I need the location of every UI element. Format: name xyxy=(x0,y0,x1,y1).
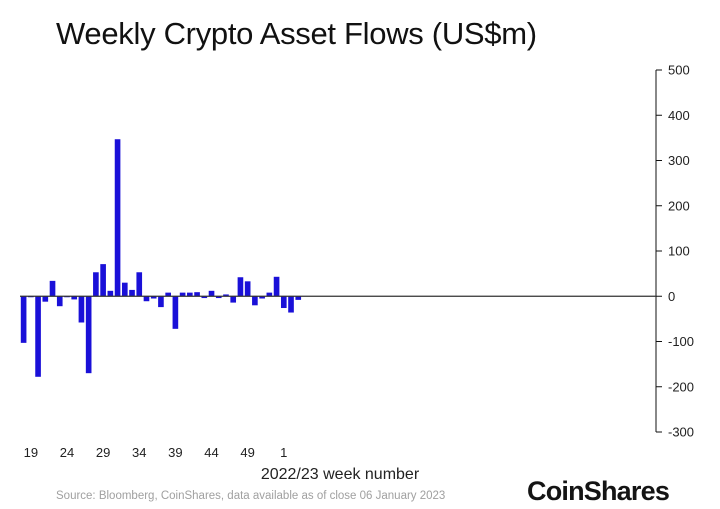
bar xyxy=(165,292,171,297)
y-tick-label: 0 xyxy=(668,289,675,304)
bar xyxy=(237,277,244,297)
bar xyxy=(49,280,56,297)
bar xyxy=(56,296,63,307)
bar xyxy=(280,296,287,309)
bar xyxy=(114,139,121,297)
bar xyxy=(252,296,258,306)
bar xyxy=(194,292,200,297)
y-tick-label: 400 xyxy=(668,108,690,123)
bar xyxy=(273,276,280,297)
bar xyxy=(78,296,85,323)
bar xyxy=(107,290,114,297)
bar xyxy=(158,296,164,308)
y-tick-label: 200 xyxy=(668,198,690,213)
y-tick-label: -300 xyxy=(668,425,694,440)
x-tick-label: 39 xyxy=(168,445,182,460)
y-tick-label: -200 xyxy=(668,379,694,394)
bar xyxy=(143,296,150,302)
x-tick-label: 24 xyxy=(60,445,74,460)
x-axis-label: 2022/23 week number xyxy=(260,466,420,483)
y-tick-label: 300 xyxy=(668,153,690,168)
coinshares-logo: CoinShares xyxy=(527,476,670,506)
bar xyxy=(187,292,193,297)
x-tick-label: 1 xyxy=(280,445,287,460)
bar xyxy=(288,296,294,313)
y-tick-label: 100 xyxy=(668,244,690,259)
chart-title: Weekly Crypto Asset Flows (US$m) xyxy=(56,16,537,51)
x-tick-label: 49 xyxy=(240,445,254,460)
bar xyxy=(230,296,237,303)
x-tick-label: 44 xyxy=(204,445,218,460)
bar xyxy=(223,294,229,297)
bar xyxy=(244,281,251,297)
bar xyxy=(150,296,157,299)
bar xyxy=(136,272,143,297)
source-note: Source: Bloomberg, CoinShares, data avai… xyxy=(56,490,446,502)
bar xyxy=(179,292,186,297)
bar xyxy=(20,296,27,343)
bar xyxy=(93,272,99,297)
bar xyxy=(129,289,135,297)
bar xyxy=(201,296,208,299)
x-tick-label: 29 xyxy=(96,445,110,460)
bar xyxy=(172,296,179,329)
bar xyxy=(215,296,222,299)
bar xyxy=(85,296,92,374)
bar xyxy=(35,296,41,377)
bar xyxy=(71,296,78,300)
y-tick-label: -100 xyxy=(668,334,694,349)
bar xyxy=(42,296,49,302)
x-tick-label: 34 xyxy=(132,445,146,460)
y-tick-label: 500 xyxy=(668,63,690,78)
bar xyxy=(266,292,273,297)
bar xyxy=(100,264,106,297)
bar xyxy=(295,296,302,300)
bar xyxy=(208,290,215,297)
bar xyxy=(259,296,265,299)
bar xyxy=(121,282,128,297)
x-tick-label: 19 xyxy=(24,445,38,460)
chart-plot: 500 400 300 200 100 0 -100 -200 -300 19 24 29 34 39 44… xyxy=(20,63,694,460)
